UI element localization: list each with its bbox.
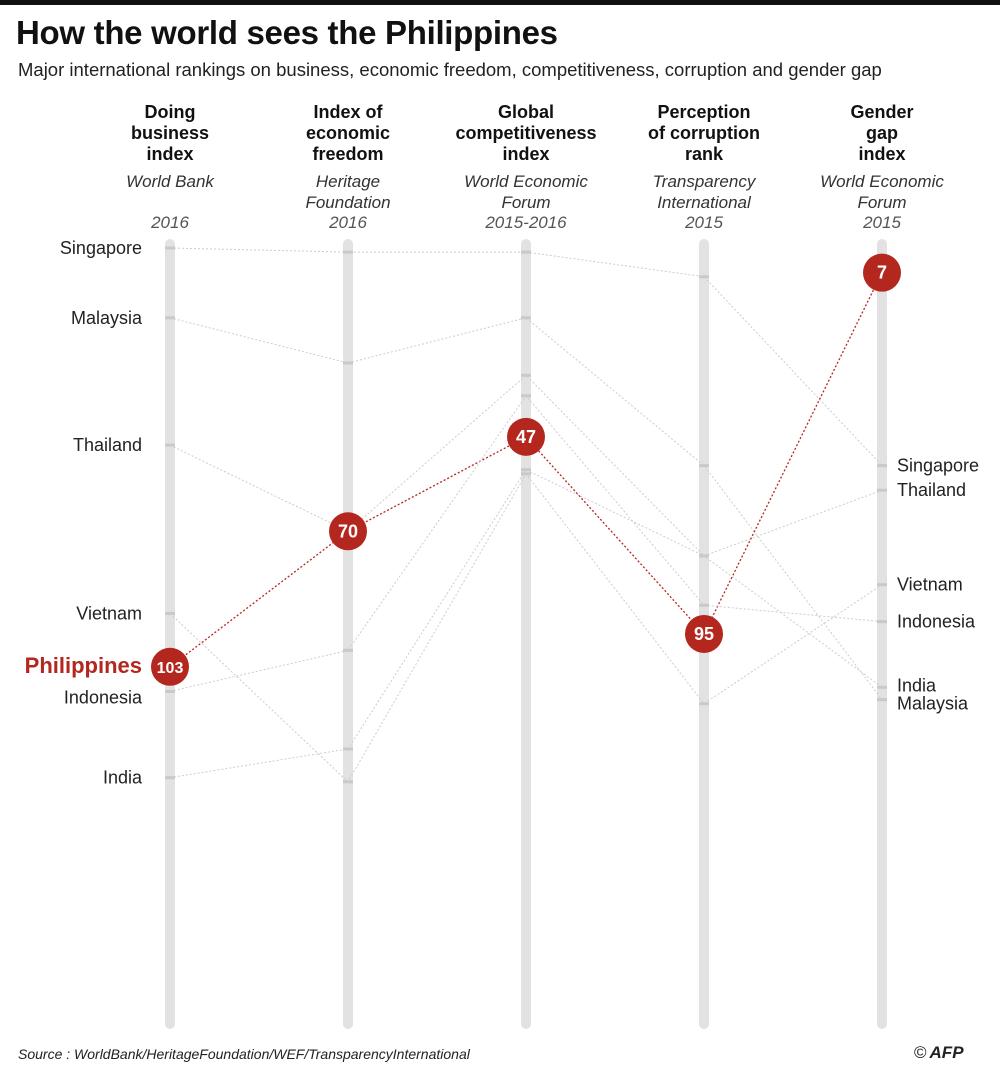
left-label-indonesia: Indonesia [64, 687, 143, 707]
axis-4-title-line-1: Perception [657, 102, 750, 122]
left-label-thailand: Thailand [73, 435, 142, 455]
copyright-symbol: © [914, 1043, 927, 1062]
philippines-marker-axis-3 [507, 417, 545, 456]
axis-4-title-line-3: rank [685, 144, 724, 164]
line-malaysia [169, 317, 883, 700]
rank-axes [165, 239, 887, 1029]
right-label-vietnam: Vietnam [897, 575, 963, 595]
axis-3-title-line-2: competitiveness [455, 123, 596, 143]
axis-4-source-line-1: Transparency [653, 172, 757, 191]
axis-2-year: 2016 [328, 213, 367, 232]
axis-1-year: 2016 [150, 213, 189, 232]
right-label-singapore: Singapore [897, 456, 979, 476]
right-label-indonesia: Indonesia [897, 612, 976, 632]
philippines-marker-axis-5 [863, 253, 901, 292]
left-label-india: India [103, 768, 143, 788]
axis-5-title-line-3: index [858, 144, 905, 164]
axis-5-source-line-2: Forum [857, 193, 906, 212]
country-labels: Singapore Malaysia Thailand Vietnam Philippi… [25, 238, 979, 788]
philippines-markers: 103 70 47 95 7 [151, 253, 901, 686]
left-label-malaysia: Malaysia [71, 308, 143, 328]
top-rule [0, 0, 1000, 5]
axis-3-year: 2015-2016 [484, 213, 567, 232]
philippines-rank-label-axis-5: 7 [877, 263, 887, 283]
source-note: Source : WorldBank/HeritageFoundation/WE… [18, 1046, 470, 1062]
axis-2-source-line-2: Foundation [305, 193, 390, 212]
chart-subtitle: Major international rankings on business… [18, 59, 882, 80]
axis-3-title-line-3: index [502, 144, 549, 164]
axis-5-source-line-1: World Economic [820, 172, 944, 191]
axis-4-year: 2015 [684, 213, 723, 232]
axis-1-title-line-1: Doing [145, 102, 196, 122]
axis-1-source-line-1: World Bank [126, 172, 215, 191]
philippines-rank-label-axis-4: 95 [694, 624, 714, 644]
axis-2-source-line-1: Heritage [316, 172, 380, 191]
axis-4-source-line-2: International [657, 193, 752, 212]
axis-5-year: 2015 [862, 213, 901, 232]
axis-3-source-line-2: Forum [501, 193, 550, 212]
axis-2-title-line-1: Index of [313, 102, 383, 122]
philippines-marker-axis-4 [685, 614, 723, 653]
axis-3-source-line-1: World Economic [464, 172, 588, 191]
philippines-rank-label-axis-1: 103 [157, 660, 184, 677]
philippines-marker-axis-2 [329, 512, 367, 551]
afp-logo: AFP [929, 1043, 964, 1062]
axis-2-title-line-3: freedom [312, 144, 383, 164]
axis-3-title-line-1: Global [498, 102, 554, 122]
chart-title: How the world sees the Philippines [16, 14, 558, 51]
right-label-malaysia: Malaysia [897, 694, 969, 714]
afp-credit: © AFP [914, 1043, 964, 1063]
axis-5-title-line-2: gap [866, 123, 898, 143]
axis-1-title-line-2: business [131, 123, 209, 143]
philippines-rank-label-axis-2: 70 [338, 521, 358, 541]
left-label-vietnam: Vietnam [76, 603, 142, 623]
left-label-singapore: Singapore [60, 238, 142, 258]
axis-4-title-line-2: of corruption [648, 123, 760, 143]
axis-2-title-line-2: economic [306, 123, 390, 143]
philippines-marker-axis-1 [151, 647, 189, 686]
line-india [169, 469, 883, 779]
axis-1-title-line-3: index [146, 144, 193, 164]
right-label-thailand: Thailand [897, 480, 966, 500]
axis-5-title-line-1: Gender [850, 102, 913, 122]
right-label-india: India [897, 675, 937, 695]
philippines-rank-label-axis-3: 47 [516, 427, 536, 447]
left-label-philippines: Philippines [25, 653, 142, 678]
